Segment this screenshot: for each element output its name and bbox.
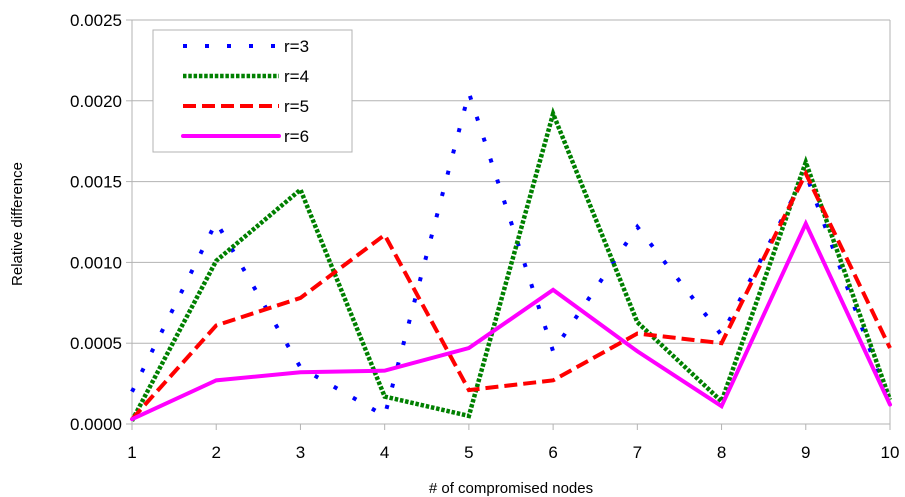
series-line-2 [130,106,893,422]
x-axis-ticks: 1 2 3 4 5 6 7 8 9 10 [127,443,899,462]
legend-label: r=5 [284,97,309,116]
x-tick-label: 9 [801,443,810,462]
series-line-4 [130,218,892,422]
legend-label: r=3 [284,37,309,56]
y-tick-label: 0.0025 [70,11,122,30]
y-tick-label: 0.0015 [70,173,122,192]
legend: r=3 r=4 r=5 r=6 [152,29,353,153]
legend-box [152,29,353,153]
x-tick-label: 6 [548,443,557,462]
y-tick-label: 0.0010 [70,253,122,272]
x-tick-label: 8 [717,443,726,462]
y-axis-ticks: 0.0000 0.0005 0.0010 0.0015 0.0020 0.0025 [70,11,122,434]
y-tick-label: 0.0005 [70,334,122,353]
x-tick-label: 10 [881,443,900,462]
y-axis-title: Relative difference [9,162,26,286]
legend-label: r=6 [284,127,309,146]
x-axis-title: # of compromised nodes [429,480,593,497]
x-tick-label: 3 [296,443,305,462]
legend-label: r=4 [284,67,309,86]
series-line-1 [130,85,892,419]
series-layer [130,85,893,422]
x-tick-label: 4 [380,443,389,462]
y-tick-label: 0.0020 [70,92,122,111]
x-tick-label: 1 [127,443,136,462]
x-tick-label: 2 [211,443,220,462]
x-tick-label: 7 [633,443,642,462]
x-tick-label: 5 [464,443,473,462]
y-tick-label: 0.0000 [70,415,122,434]
series-line-3 [130,168,892,421]
